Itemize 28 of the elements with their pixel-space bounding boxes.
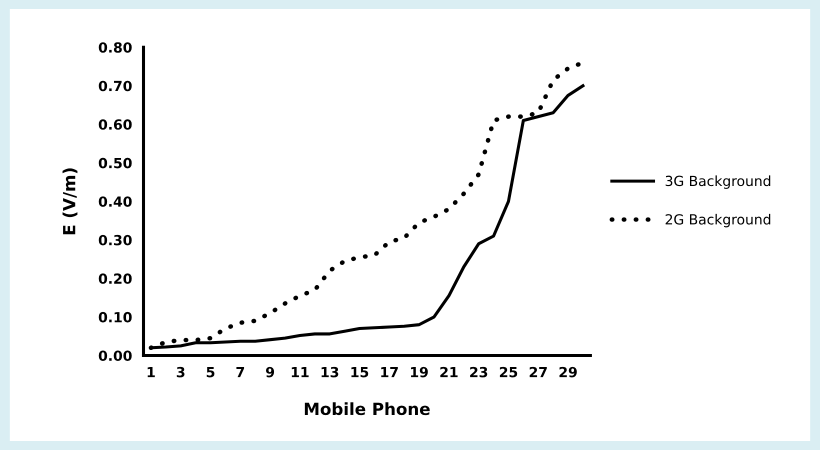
x-tick-label: 13 [322,366,338,378]
y-tick-label: 0.10 [98,312,132,322]
y-tick-label: 0.30 [98,234,132,246]
y-tick-label: 0.60 [98,119,132,130]
x-tick-label: 15 [351,367,368,378]
x-tick-label: 17 [381,367,398,378]
y-tick-label: 0.00 [98,350,132,361]
x-tick-label: 7 [236,367,244,378]
x-tick-label: 29 [559,366,577,378]
y-axis-title: E (V/m) [62,168,78,234]
y-tick-label: 0.80 [98,42,132,53]
x-axis-title: Mobile Phone [304,402,430,416]
x-tick-label: 3 [176,366,184,378]
legend-label: 3G Background [666,175,770,189]
y-tick-label: 0.40 [98,196,132,207]
x-tick-label: 19 [410,366,428,378]
x-tick-label: 21 [440,366,458,378]
x-tick-label: 11 [292,367,309,378]
y-tick-label: 0.50 [98,158,132,168]
x-tick-label: 25 [500,366,518,378]
x-tick-label: 23 [470,366,488,378]
x-tick-label: 9 [266,366,274,378]
y-tick-label: 0.70 [98,80,132,92]
x-tick-label: 5 [206,367,214,378]
y-tick-label: 0.20 [98,273,132,284]
x-tick-label: 1 [148,367,155,378]
legend-label: 2G Background [666,214,770,228]
x-tick-label: 27 [530,366,547,378]
